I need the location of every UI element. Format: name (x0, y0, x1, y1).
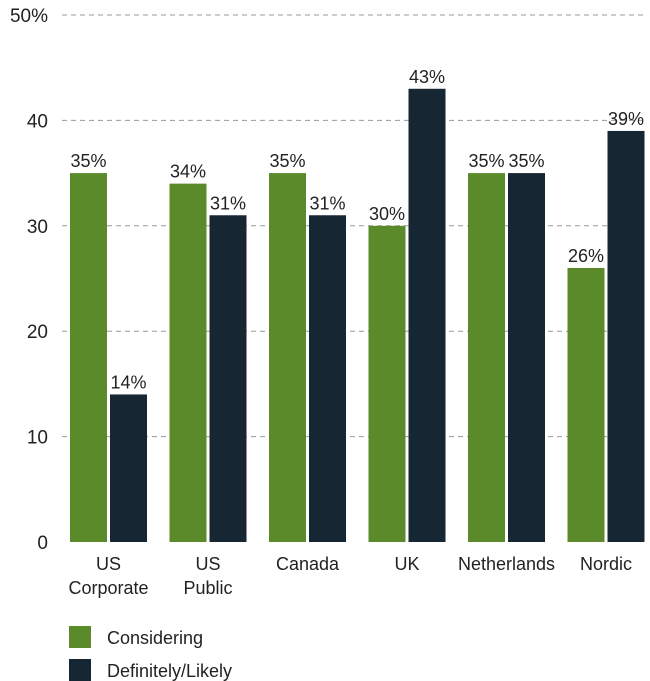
y-tick-label: 30 (27, 217, 48, 238)
x-category-label-line: Netherlands (458, 554, 555, 574)
y-tick-label: 20 (27, 322, 48, 343)
bar-value-label: 30% (369, 204, 405, 224)
y-tick-label: 40 (27, 111, 48, 132)
legend-swatch (69, 626, 91, 648)
bar-considering (567, 267, 605, 542)
bar-definitely-likely (607, 130, 645, 542)
x-category-label: US Public (183, 554, 232, 598)
x-category-label: UK (394, 554, 419, 574)
x-category-label-line: UK (394, 554, 419, 574)
bar-value-label: 31% (309, 193, 345, 213)
x-category-label-line: Canada (276, 554, 340, 574)
bar-definitely-likely (209, 215, 247, 542)
legend-label: Considering (107, 628, 203, 648)
bar-considering (468, 173, 505, 542)
bar-considering (368, 225, 406, 543)
bar-value-label: 43% (409, 67, 445, 87)
y-tick-label: 10 (27, 428, 48, 449)
data-labels: 35%14%34%31%35%31%30%43%35% 35%26%39% (70, 67, 644, 393)
x-category-label: Netherlands (458, 554, 555, 574)
bar-considering (269, 173, 306, 542)
bar-definitely-likely (110, 394, 147, 542)
x-category-label: Canada (276, 554, 340, 574)
bars (70, 88, 645, 543)
y-tick-label: 0 (37, 533, 48, 554)
bar-value-label: 31% (210, 193, 246, 213)
legend-swatch (69, 659, 91, 681)
bar-value-label: 35% (508, 151, 544, 171)
x-axis-categories: US Corporate US Public Canada UK Netherlands No… (68, 554, 632, 598)
x-category-label-line: US (195, 554, 220, 574)
y-tick-label: 50% (10, 6, 48, 27)
y-axis-ticks: 0 10 20 30 40 50% (10, 6, 48, 554)
bar-considering (169, 183, 207, 542)
x-category-label: US Corporate (68, 554, 148, 598)
bar-definitely-likely (508, 173, 545, 542)
bar-considering (70, 173, 107, 542)
bar-value-label: 35% (468, 151, 504, 171)
x-category-label-line: Corporate (68, 578, 148, 598)
legend-label: Definitely/Likely (107, 661, 232, 681)
x-category-label-line: Nordic (580, 554, 632, 574)
bar-value-label: 26% (568, 246, 604, 266)
bar-value-label: 35% (70, 151, 106, 171)
bar-value-label: 34% (170, 162, 206, 182)
bar-definitely-likely (309, 215, 346, 542)
bar-value-label: 39% (608, 109, 644, 129)
x-category-label-line: US (96, 554, 121, 574)
bar-definitely-likely (408, 88, 446, 542)
grid-lines (62, 14, 645, 438)
bar-value-label: 35% (269, 151, 305, 171)
bar-value-label: 14% (110, 372, 146, 392)
x-category-label: Nordic (580, 554, 632, 574)
legend: Considering Definitely/Likely (69, 626, 232, 681)
x-category-label-line: Public (183, 578, 232, 598)
